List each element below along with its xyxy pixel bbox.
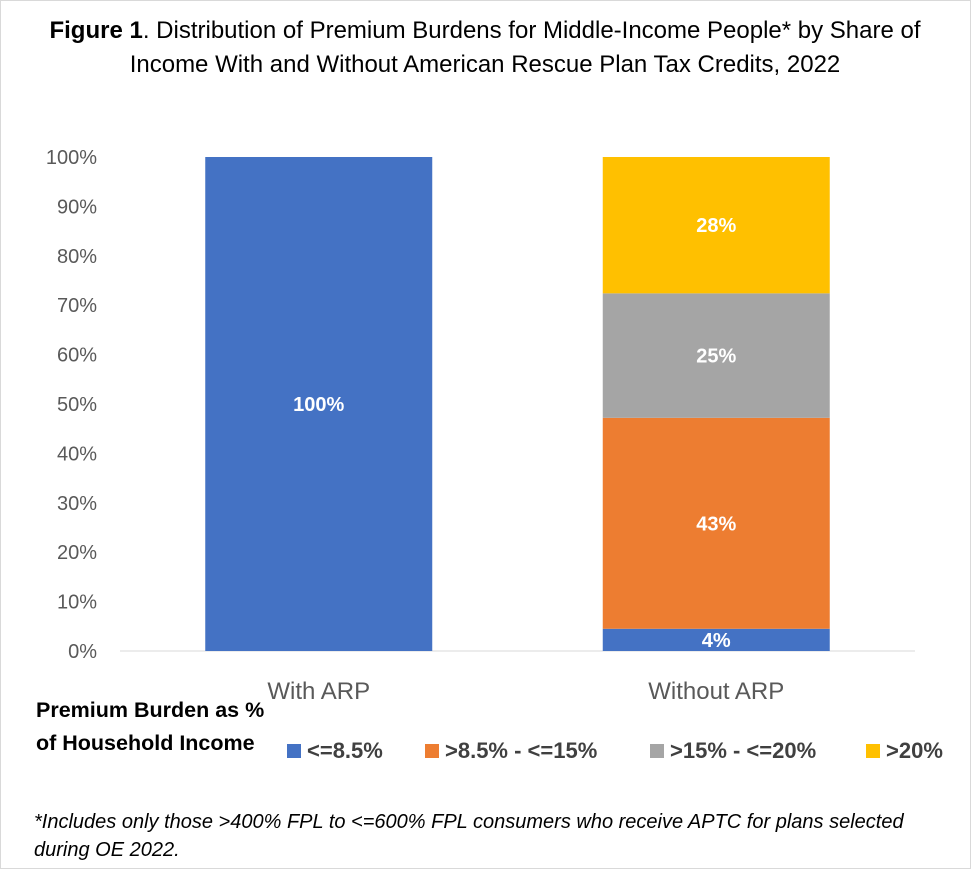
- footnote: *Includes only those >400% FPL to <=600%…: [34, 811, 904, 861]
- bar-segment: [602, 628, 830, 651]
- y-tick-label: 60%: [57, 345, 97, 367]
- legend-title: Premium Burden as % of Household Income: [36, 698, 265, 755]
- legend-swatch: [287, 744, 301, 758]
- stacked-bar-chart: 0% 10% 20% 30% 40% 50% 60% 70% 80% 90% 100% 100% Wit…: [46, 147, 915, 700]
- y-tick-label: 100%: [46, 147, 97, 169]
- y-tick-label: 0%: [68, 641, 97, 663]
- y-tick-label: 50%: [57, 394, 97, 416]
- y-tick-label: 20%: [57, 542, 97, 564]
- data-label: 4%: [702, 630, 731, 652]
- bar-segment: [205, 157, 433, 651]
- legend-label: >20%: [886, 738, 943, 763]
- legend-label: >8.5% - <=15%: [445, 738, 598, 763]
- x-category-label: With ARP: [267, 678, 370, 700]
- y-tick-label: 10%: [57, 592, 97, 614]
- y-tick-label: 30%: [57, 493, 97, 515]
- legend-label: >15% - <=20%: [670, 738, 817, 763]
- y-tick-label: 40%: [57, 443, 97, 465]
- legend-label: <=8.5%: [307, 738, 383, 763]
- title-text: . Distribution of Premium Burdens for Mi…: [129, 17, 921, 78]
- y-tick-label: 80%: [57, 246, 97, 268]
- bar-segment: [602, 157, 830, 294]
- legend-swatch: [425, 744, 439, 758]
- data-label: 43%: [696, 513, 736, 535]
- bar-segment: [602, 417, 830, 629]
- y-tick-label: 90%: [57, 196, 97, 218]
- legend-item-le-8-5: <=8.5%: [287, 736, 383, 766]
- y-tick-label: 70%: [57, 295, 97, 317]
- figure-label: Figure 1: [49, 17, 143, 44]
- data-label: 25%: [696, 346, 736, 368]
- legend-item-8-5-to-15: >8.5% - <=15%: [425, 736, 597, 766]
- data-label: 28%: [696, 215, 736, 237]
- legend-swatch: [650, 744, 664, 758]
- chart-title: Figure 1. Distribution of Premium Burden…: [40, 14, 930, 82]
- legend-item-15-to-20: >15% - <=20%: [650, 736, 816, 766]
- legend-item-gt-20: >20%: [866, 736, 943, 766]
- bar-segment: [602, 293, 830, 418]
- data-label: 100%: [293, 394, 344, 416]
- x-category-label: Without ARP: [648, 678, 784, 700]
- legend-swatch: [866, 744, 880, 758]
